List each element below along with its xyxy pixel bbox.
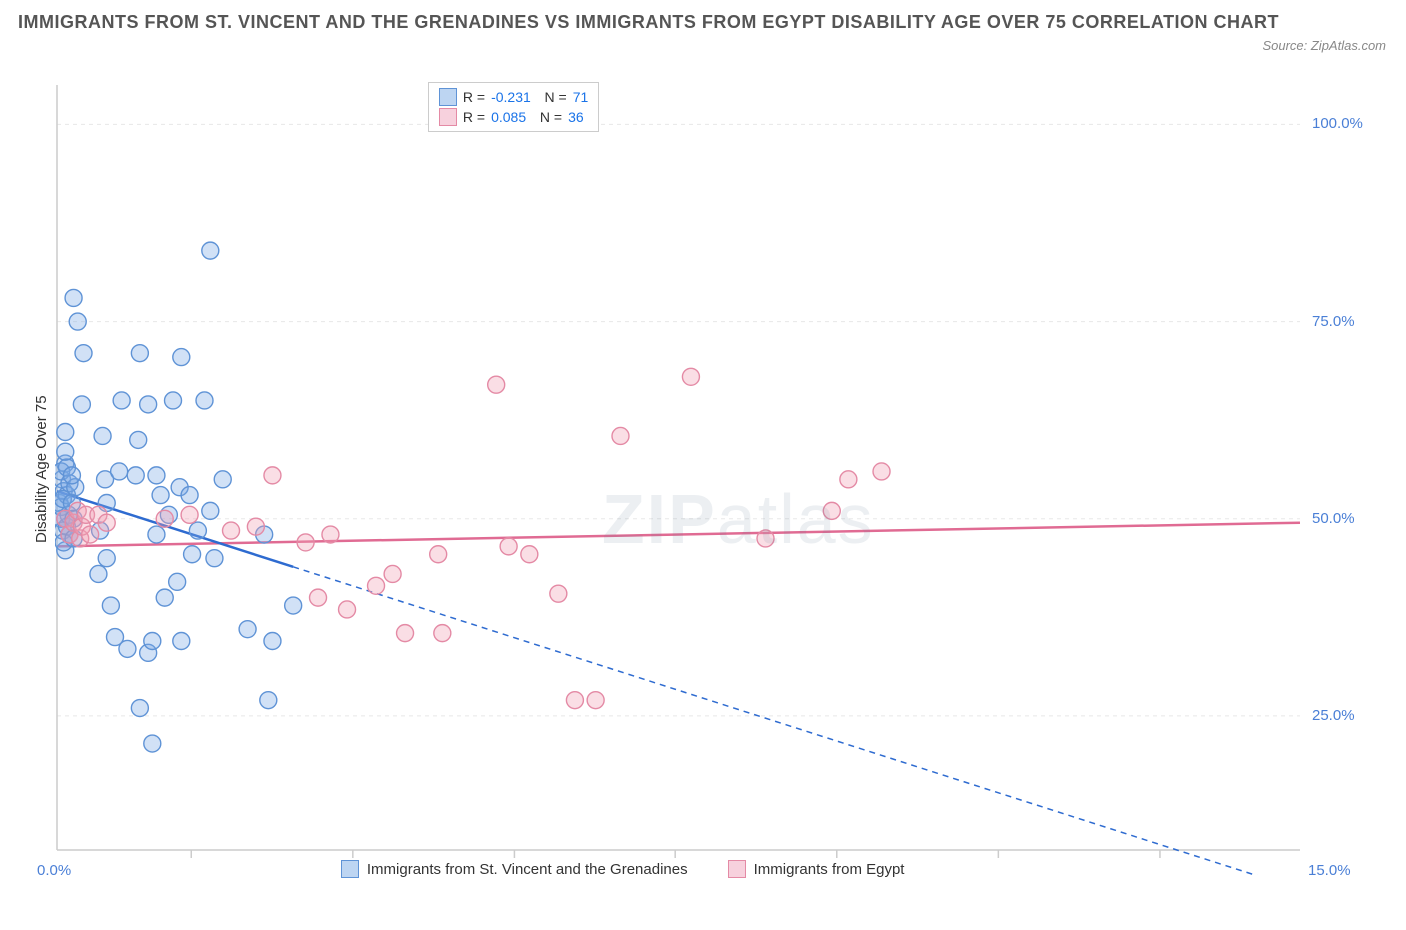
x-axis-origin-label: 0.0% (37, 862, 71, 879)
legend-n-value: 36 (568, 109, 584, 125)
legend-r-label: R = (463, 89, 485, 105)
scatter-plot (55, 80, 1380, 875)
legend-swatch (341, 860, 359, 878)
legend-r-value: 0.085 (491, 109, 526, 125)
legend-swatch (728, 860, 746, 878)
source-attribution: Source: ZipAtlas.com (1262, 38, 1386, 53)
legend-n-label: N = (532, 109, 562, 125)
legend-swatch (439, 108, 457, 126)
stats-legend-row: R = -0.231 N = 71 (439, 87, 588, 107)
legend-swatch (439, 88, 457, 106)
stats-legend-row: R = 0.085 N = 36 (439, 107, 588, 127)
chart-title: IMMIGRANTS FROM ST. VINCENT AND THE GREN… (18, 10, 1316, 35)
y-tick-label: 50.0% (1312, 510, 1355, 527)
series-legend-label: Immigrants from Egypt (754, 861, 905, 878)
series-legend-label: Immigrants from St. Vincent and the Gren… (367, 861, 688, 878)
legend-r-label: R = (463, 109, 485, 125)
series-legend: Immigrants from St. Vincent and the Gren… (341, 860, 905, 878)
y-tick-label: 75.0% (1312, 313, 1355, 330)
series-legend-item: Immigrants from St. Vincent and the Gren… (341, 860, 688, 878)
stats-legend: R = -0.231 N = 71R = 0.085 N = 36 (428, 82, 599, 132)
legend-n-label: N = (537, 89, 567, 105)
x-axis-end-label: 15.0% (1308, 862, 1351, 879)
series-legend-item: Immigrants from Egypt (728, 860, 905, 878)
legend-r-value: -0.231 (491, 89, 531, 105)
legend-n-value: 71 (573, 89, 589, 105)
y-axis-label: Disability Age Over 75 (33, 395, 50, 543)
y-tick-label: 100.0% (1312, 115, 1363, 132)
y-tick-label: 25.0% (1312, 707, 1355, 724)
